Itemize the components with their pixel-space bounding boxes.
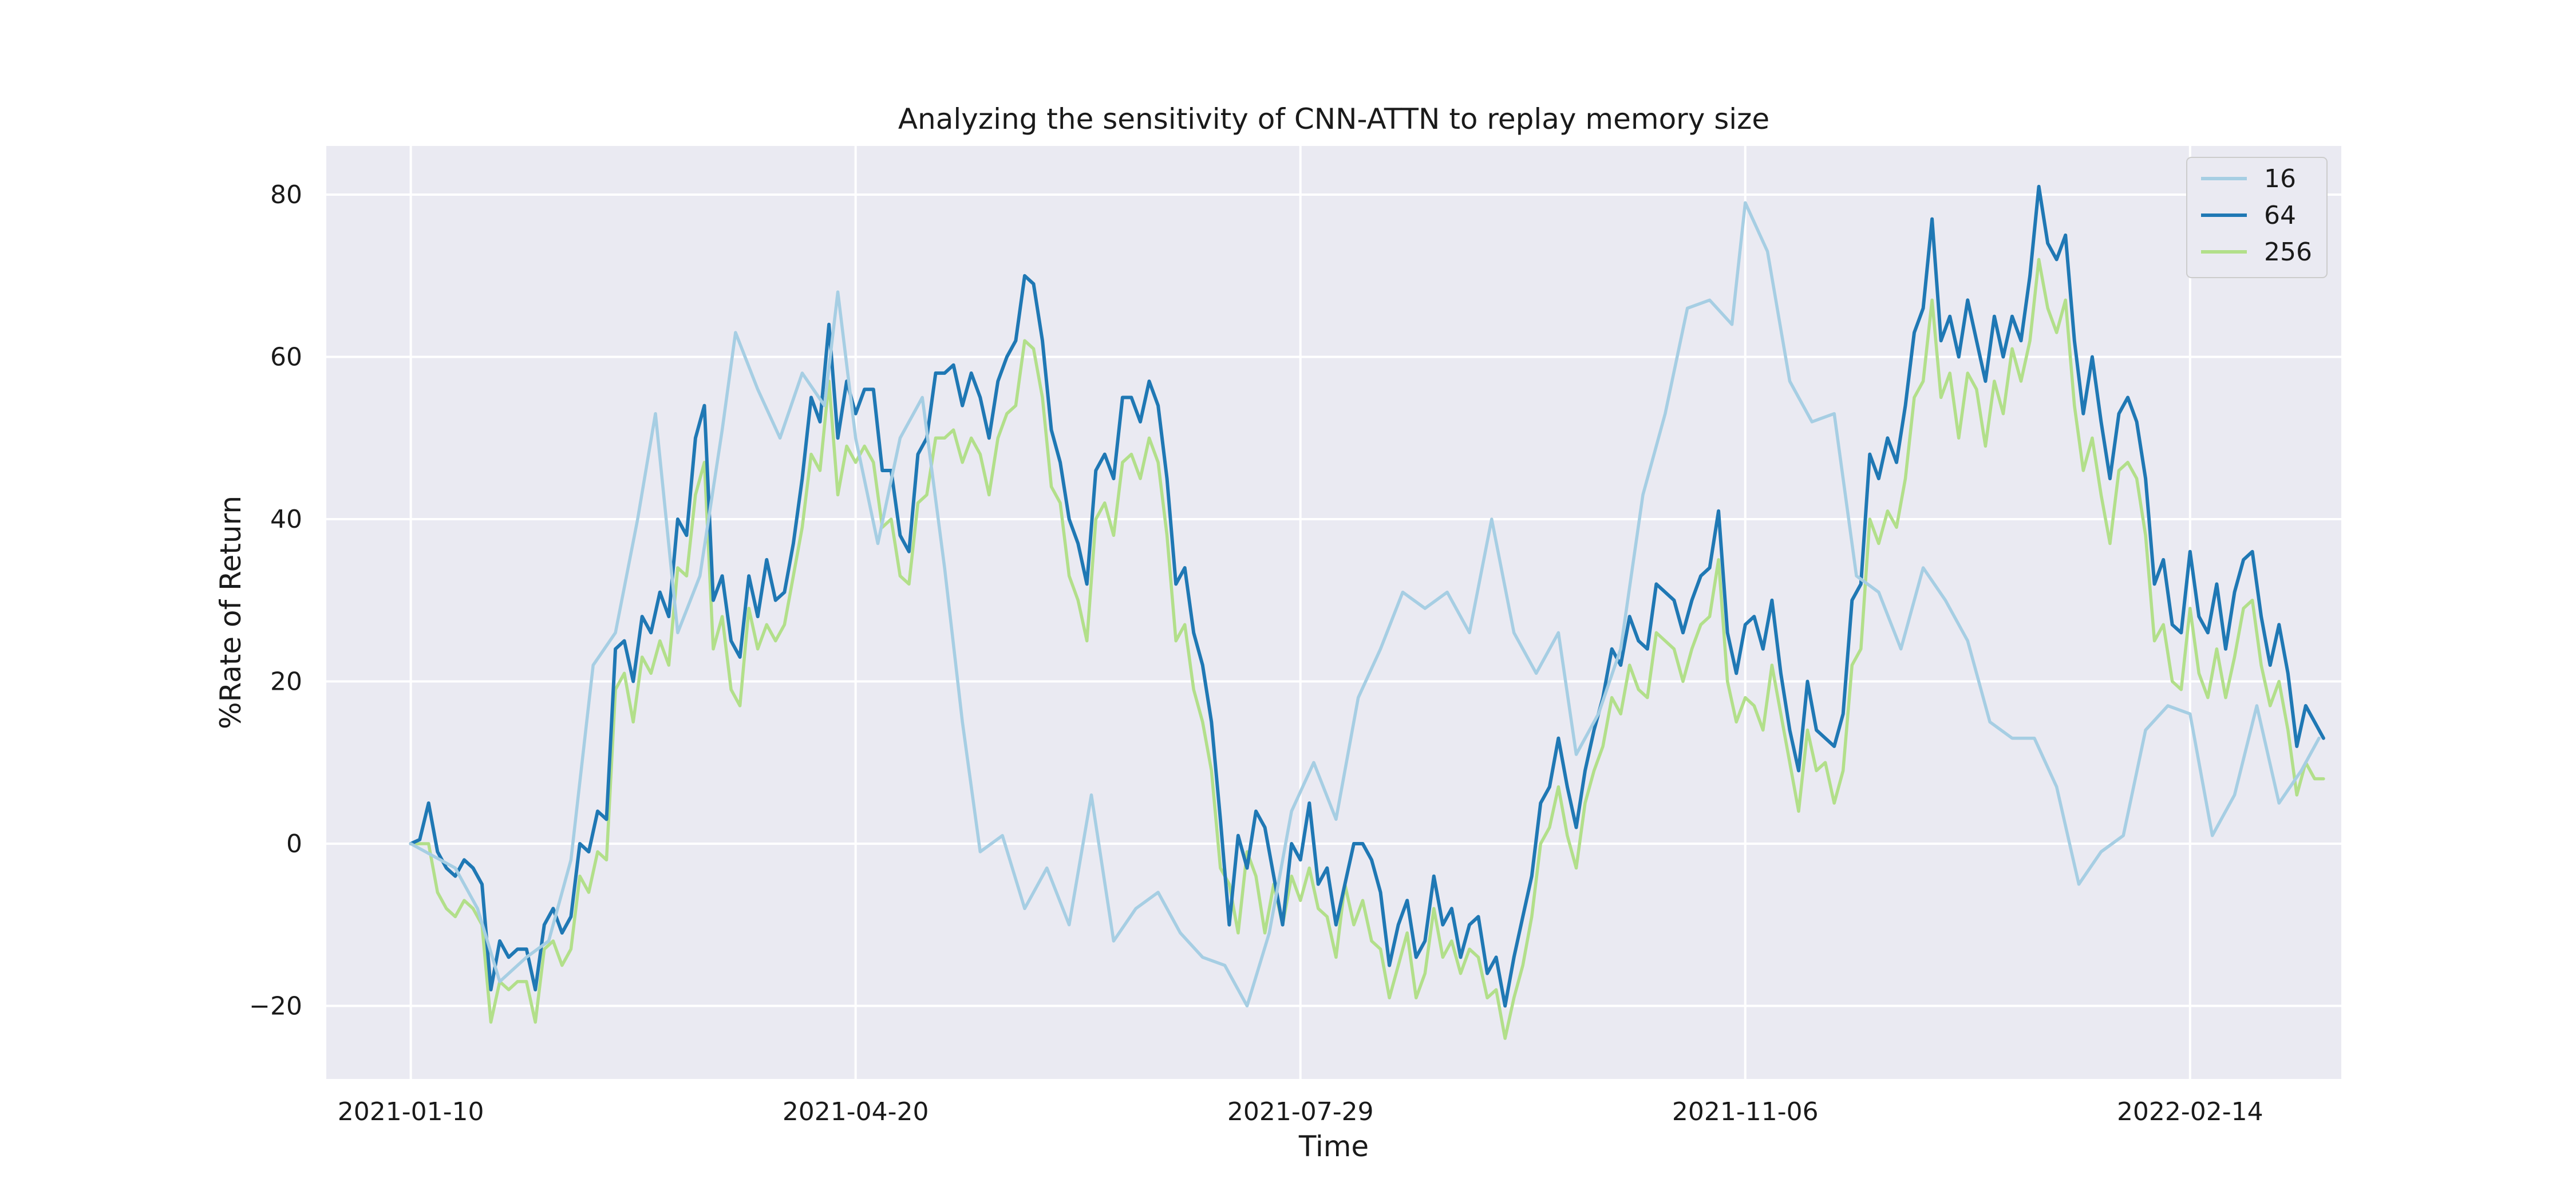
y-tick-label: 40: [270, 505, 302, 534]
y-tick-label: 20: [270, 667, 302, 696]
plot-area: [326, 146, 2341, 1079]
x-tick-label: 2021-04-20: [783, 1097, 929, 1126]
x-tick-label: 2021-01-10: [338, 1097, 484, 1126]
y-tick-label: 60: [270, 343, 302, 372]
y-axis-ticks: −20 0 20 40 60 80: [249, 180, 302, 1021]
legend: 16 64 256: [2186, 157, 2328, 278]
x-tick-label: 2021-11-06: [1672, 1097, 1819, 1126]
series-line-64: [409, 184, 2325, 1008]
series-lines: [409, 184, 2325, 1040]
series-line-256: [409, 258, 2325, 1040]
x-tick-label: 2022-02-14: [2117, 1097, 2263, 1126]
chart-title: Analyzing the sensitivity of CNN-ATTN to…: [898, 102, 1769, 136]
legend-label-256: 256: [2264, 238, 2312, 267]
x-axis-ticks: 2021-01-10 2021-04-20 2021-07-29 2021-11-06…: [338, 1097, 2263, 1126]
x-tick-label: 2021-07-29: [1227, 1097, 1374, 1126]
legend-box: [2186, 157, 2328, 278]
x-axis-label: Time: [1298, 1130, 1369, 1163]
series-line-16: [409, 201, 2321, 1008]
legend-label-16: 16: [2264, 164, 2296, 193]
y-tick-label: −20: [249, 991, 302, 1021]
legend-label-64: 64: [2264, 201, 2296, 230]
y-tick-label: 80: [270, 180, 302, 209]
grid: [326, 146, 2341, 1079]
y-axis-label: %Rate of Return: [214, 496, 247, 729]
y-tick-label: 0: [286, 829, 302, 859]
